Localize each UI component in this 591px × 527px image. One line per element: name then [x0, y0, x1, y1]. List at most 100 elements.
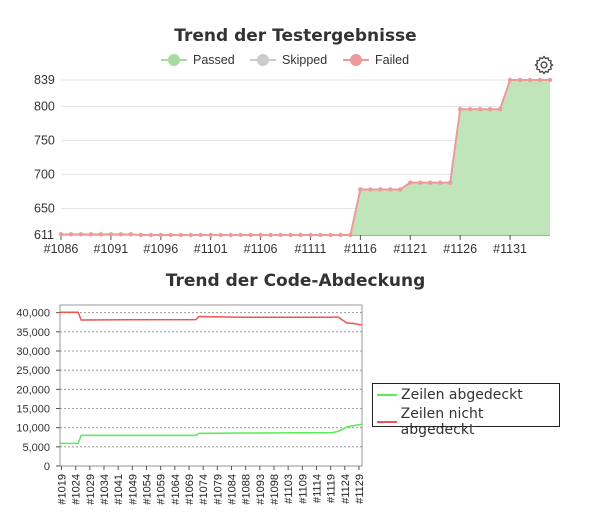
failed-point	[487, 107, 493, 112]
x-tick-label: #1074	[198, 474, 210, 505]
legend-skipped-label: Skipped	[282, 53, 328, 67]
y-tick-label: 700	[34, 167, 55, 181]
failed-point	[258, 232, 263, 238]
failed-point	[517, 77, 523, 83]
x-tick-label: #1069	[184, 474, 196, 505]
x-tick-label: #1126	[443, 242, 477, 256]
coverage-legend: Zeilen abgedeckt Zeilen nicht abgedeckt	[372, 383, 560, 438]
failed-point	[288, 232, 293, 238]
x-tick-label: #1029	[85, 474, 97, 505]
legend-passed[interactable]: Passed	[161, 53, 235, 67]
failed-point	[168, 232, 173, 238]
x-tick-label: #1114	[311, 474, 323, 503]
failed-point	[108, 232, 114, 237]
x-tick-label: #1093	[255, 474, 267, 505]
y-tick-label: 40,000	[16, 308, 50, 320]
x-tick-label: #1084	[226, 474, 238, 505]
x-tick-label: #1041	[113, 474, 125, 505]
failed-point	[388, 187, 393, 192]
failed-point	[467, 107, 473, 112]
failed-point	[338, 232, 343, 238]
x-tick-label: #1049	[127, 474, 139, 505]
failed-point	[398, 187, 403, 192]
x-tick-label: #1054	[142, 474, 154, 505]
x-tick-label: #1091	[94, 242, 129, 256]
failed-point	[298, 232, 303, 238]
x-tick-label: #1079	[212, 474, 224, 505]
failed-point	[198, 232, 203, 238]
y-tick-label: 611	[34, 228, 54, 242]
x-tick-label: #1059	[156, 474, 168, 505]
failed-point	[438, 180, 443, 185]
failed-point	[368, 187, 373, 192]
x-tick-label: #1119	[326, 474, 338, 503]
failed-point	[98, 232, 104, 237]
legend-covered: Zeilen abgedeckt	[377, 387, 523, 403]
x-tick-label: #1101	[194, 242, 228, 256]
failed-point	[308, 232, 313, 238]
x-tick-label: #1109	[297, 474, 309, 504]
x-tick-label: #1129	[354, 474, 366, 504]
failed-point	[208, 232, 213, 238]
failed-point	[537, 77, 543, 83]
failed-point	[248, 232, 253, 238]
x-tick-label: #1124	[340, 474, 352, 504]
y-tick-label: 5,000	[22, 442, 50, 454]
x-tick-label: #1088	[241, 474, 253, 505]
failed-point	[547, 77, 553, 83]
failed-point	[128, 232, 134, 237]
x-tick-label: #1131	[493, 242, 527, 256]
x-tick-label: #1121	[393, 242, 427, 256]
failed-point	[418, 180, 423, 185]
failed-point	[228, 232, 233, 238]
x-tick-label: #1064	[170, 474, 182, 505]
legend-covered-label: Zeilen abgedeckt	[401, 387, 523, 403]
failed-point	[358, 187, 363, 192]
plot-area	[59, 304, 363, 467]
failed-point	[448, 180, 453, 185]
x-tick-label: #1096	[143, 242, 178, 256]
failed-point	[527, 77, 533, 83]
x-tick-label: #1019	[57, 474, 69, 505]
failed-point	[78, 232, 84, 237]
covered-line	[60, 423, 363, 445]
gear-icon[interactable]	[533, 54, 555, 76]
y-tick-label: 15,000	[16, 404, 50, 416]
failed-point	[158, 232, 163, 238]
failed-point	[218, 232, 223, 238]
failed-point	[268, 232, 273, 238]
failed-point	[88, 232, 94, 237]
legend-passed-label: Passed	[193, 53, 235, 67]
failed-point	[318, 232, 323, 238]
legend-failed[interactable]: Failed	[343, 53, 409, 67]
legend-failed-label: Failed	[375, 53, 410, 67]
y-tick-label: 10,000	[16, 423, 50, 435]
y-tick-label: 800	[34, 100, 55, 114]
test-trend-chart: 611 650 700 750 800 839 #1086 #1091 #1096 #1101 #1…	[34, 73, 553, 256]
failed-point	[118, 232, 124, 237]
y-tick-label: 650	[34, 201, 55, 215]
failed-point	[68, 232, 74, 237]
y-tick-label: 25,000	[16, 365, 50, 377]
legend-not-covered: Zeilen nicht abgedeckt	[377, 406, 559, 438]
x-tick-label: #1111	[294, 242, 326, 256]
y-tick-label: 750	[34, 134, 55, 148]
not-covered-line	[60, 311, 363, 326]
y-tick-label: 20,000	[16, 384, 50, 396]
failed-point	[148, 232, 154, 238]
x-tick-label: #1034	[99, 474, 111, 505]
x-tick-label: #1106	[244, 242, 278, 256]
failed-point	[507, 77, 513, 83]
passed-area	[61, 80, 550, 235]
failed-point	[58, 232, 64, 237]
legend-not-covered-label: Zeilen nicht abgedeckt	[400, 406, 484, 438]
y-tick-label: 35,000	[16, 327, 50, 339]
legend-skipped[interactable]: Skipped	[250, 53, 327, 67]
failed-point	[428, 180, 433, 185]
y-tick-label: 30,000	[16, 346, 50, 358]
failed-point	[408, 180, 413, 185]
test-trend-legend: Passed Skipped Failed	[0, 53, 591, 69]
failed-point	[188, 232, 193, 238]
failed-point	[457, 107, 463, 112]
failed-point	[238, 232, 243, 238]
